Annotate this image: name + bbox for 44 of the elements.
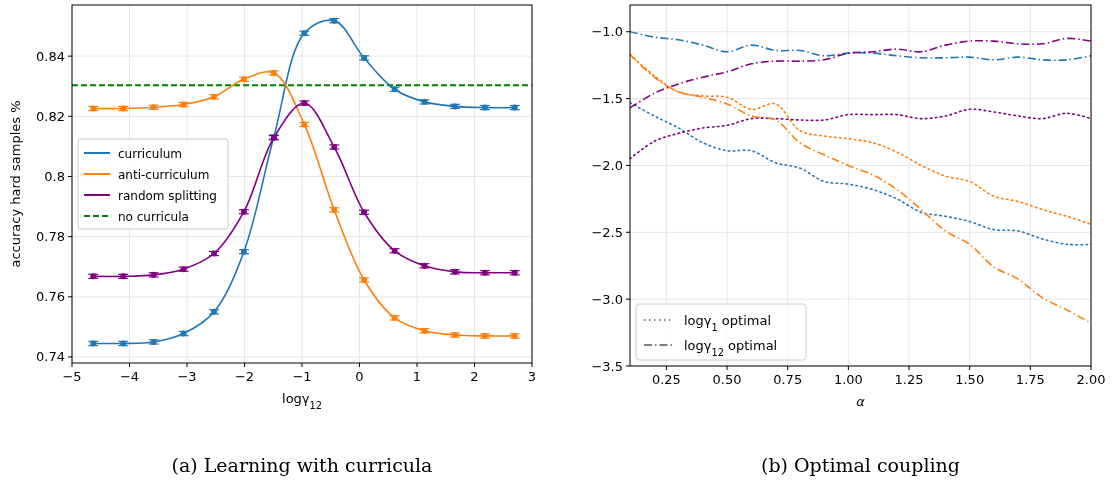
- x-tick-label: −4: [119, 369, 140, 384]
- x-tick-label: 0.25: [651, 372, 681, 387]
- line-series: [630, 37, 1091, 109]
- line-series: [630, 30, 1091, 62]
- x-tick-label: 0: [355, 369, 364, 384]
- legend-label: curriculum: [118, 146, 183, 161]
- y-tick-label: 0.84: [36, 48, 65, 64]
- x-tick-label: −1: [292, 369, 312, 384]
- y-axis-title: accuracy hard samples %: [8, 100, 23, 268]
- legend-label: random splitting: [118, 188, 217, 203]
- x-tick-label: 1.50: [955, 372, 985, 387]
- legend-label: no curricula: [118, 209, 189, 224]
- text: (b) Optimal coupling: [761, 454, 960, 476]
- x-tick-label: 2.00: [1076, 372, 1106, 387]
- y-tick-label: 0.82: [36, 108, 65, 124]
- legend-label: anti-curriculum: [118, 167, 210, 182]
- line-series: [630, 108, 1091, 160]
- y-tick-label: −3.5: [591, 358, 623, 374]
- x-tick-label: 1: [412, 369, 422, 384]
- y-tick-label: 0.74: [36, 349, 65, 365]
- y-tick-label: 0.78: [36, 229, 65, 245]
- x-axis-title: α: [856, 394, 866, 409]
- y-tick-label: −2.0: [591, 157, 623, 173]
- y-tick-label: −3.0: [591, 291, 623, 307]
- x-tick-label: −5: [62, 369, 82, 384]
- y-tick-label: 0.76: [36, 289, 65, 305]
- annotation: logγ$_{1}$ optimal: [684, 313, 772, 333]
- line-series: [630, 101, 1091, 246]
- y-tick-label: −1.0: [591, 24, 623, 40]
- x-tick-label: −3: [177, 369, 197, 384]
- x-tick-label: 1.25: [894, 372, 924, 387]
- x-axis-title: logγ$_{12}$: [282, 391, 322, 411]
- text: (a) Learning with curricula: [171, 454, 433, 476]
- y-tick-label: −2.5: [591, 224, 623, 240]
- y-tick-label: 0.8: [44, 168, 65, 184]
- x-tick-label: 2: [470, 369, 479, 384]
- x-tick-label: 1.75: [1015, 372, 1045, 387]
- x-tick-label: 3: [527, 369, 537, 384]
- annotation: logγ$_{12}$ optimal: [684, 338, 778, 358]
- x-tick-label: 0.50: [712, 372, 742, 387]
- y-tick-label: −1.5: [591, 91, 623, 107]
- x-tick-label: −2: [234, 369, 255, 384]
- x-tick-label: 0.75: [773, 372, 803, 387]
- x-tick-label: 1.00: [833, 372, 863, 387]
